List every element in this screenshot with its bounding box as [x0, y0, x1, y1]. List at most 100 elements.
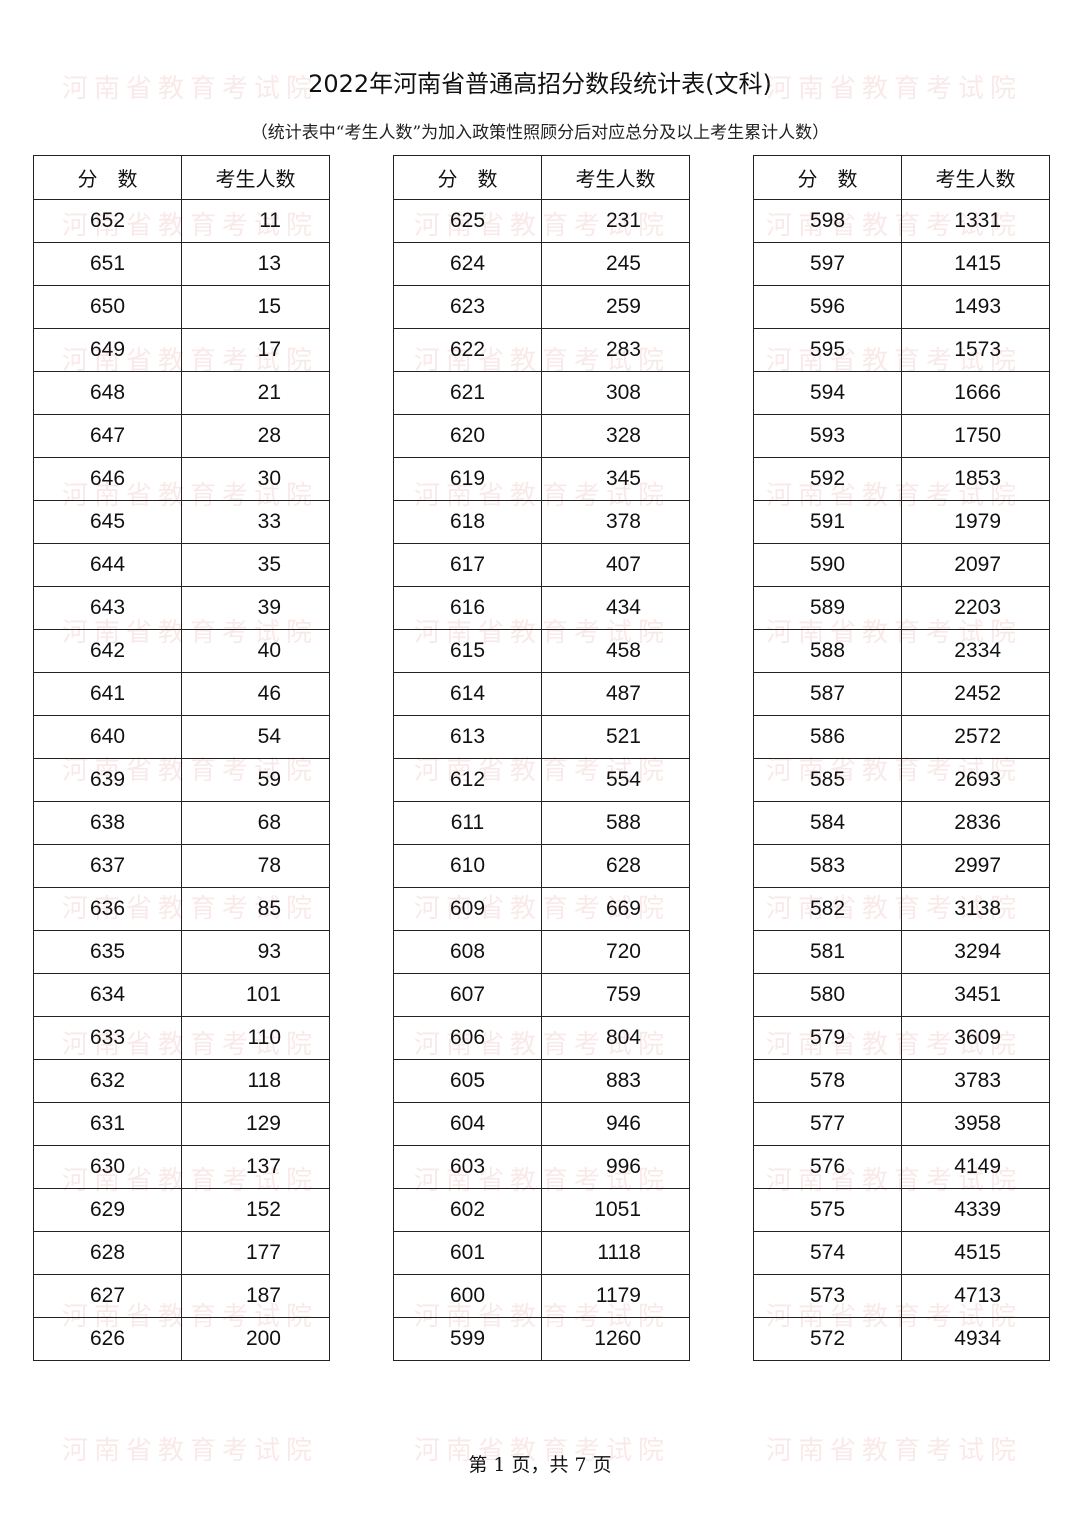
count-cell: 1666: [901, 371, 1050, 415]
table-row: 584 2836: [753, 801, 1050, 845]
score-cell: 605: [393, 1059, 542, 1103]
count-cell: 378: [541, 500, 690, 544]
count-cell: 2452: [901, 672, 1050, 716]
table-row: 614 487: [393, 672, 690, 716]
score-cell: 633: [33, 1016, 182, 1060]
score-cell: 611: [393, 801, 542, 845]
score-cell: 573: [753, 1274, 902, 1318]
table-row: 633 110: [33, 1016, 330, 1060]
count-cell: 33: [181, 500, 330, 544]
count-cell: 2572: [901, 715, 1050, 759]
table-row: 600 1179: [393, 1274, 690, 1318]
table-row: 620 328: [393, 414, 690, 458]
score-cell: 595: [753, 328, 902, 372]
table-row: 617 407: [393, 543, 690, 587]
count-cell: 200: [181, 1317, 330, 1361]
table-row: 588 2334: [753, 629, 1050, 673]
score-cell: 597: [753, 242, 902, 286]
count-cell: 946: [541, 1102, 690, 1146]
count-cell: 93: [181, 930, 330, 974]
table-row: 578 3783: [753, 1059, 1050, 1103]
count-cell: 720: [541, 930, 690, 974]
count-cell: 68: [181, 801, 330, 845]
table-row: 583 2997: [753, 844, 1050, 888]
table-row: 638 68: [33, 801, 330, 845]
score-cell: 579: [753, 1016, 902, 1060]
count-cell: 2203: [901, 586, 1050, 630]
score-cell: 584: [753, 801, 902, 845]
table-row: 613 521: [393, 715, 690, 759]
score-cell: 612: [393, 758, 542, 802]
count-cell: 11: [181, 199, 330, 243]
count-cell: 4713: [901, 1274, 1050, 1318]
table-row: 621 308: [393, 371, 690, 415]
table-row: 587 2452: [753, 672, 1050, 716]
table-row: 616 434: [393, 586, 690, 630]
table-row: 591 1979: [753, 500, 1050, 544]
score-cell: 649: [33, 328, 182, 372]
score-cell: 576: [753, 1145, 902, 1189]
count-cell: 308: [541, 371, 690, 415]
count-cell: 118: [181, 1059, 330, 1103]
score-cell: 641: [33, 672, 182, 716]
table-row: 639 59: [33, 758, 330, 802]
count-cell: 554: [541, 758, 690, 802]
page-title: 2022年河南省普通高招分数段统计表(文科): [308, 70, 772, 98]
count-cell: 54: [181, 715, 330, 759]
table-row: 603 996: [393, 1145, 690, 1189]
count-cell: 40: [181, 629, 330, 673]
score-cell: 646: [33, 457, 182, 501]
score-cell: 587: [753, 672, 902, 716]
score-cell: 647: [33, 414, 182, 458]
table-row: 597 1415: [753, 242, 1050, 286]
count-cell: 3783: [901, 1059, 1050, 1103]
count-cell: 804: [541, 1016, 690, 1060]
score-cell: 610: [393, 844, 542, 888]
table-row: 642 40: [33, 629, 330, 673]
score-cell: 574: [753, 1231, 902, 1275]
count-cell: 101: [181, 973, 330, 1017]
count-cell: 588: [541, 801, 690, 845]
table-row: 586 2572: [753, 715, 1050, 759]
count-cell: 4934: [901, 1317, 1050, 1361]
score-cell: 642: [33, 629, 182, 673]
table-row: 645 33: [33, 500, 330, 544]
table-row: 615 458: [393, 629, 690, 673]
table-row: 589 2203: [753, 586, 1050, 630]
count-cell: 458: [541, 629, 690, 673]
score-cell: 616: [393, 586, 542, 630]
table-row: 581 3294: [753, 930, 1050, 974]
score-cell: 603: [393, 1145, 542, 1189]
count-cell: 21: [181, 371, 330, 415]
watermark: 河南省教育考试院: [766, 1436, 1023, 1466]
table-row: 646 30: [33, 457, 330, 501]
count-cell: 3609: [901, 1016, 1050, 1060]
score-cell: 606: [393, 1016, 542, 1060]
score-cell: 639: [33, 758, 182, 802]
table-row: 580 3451: [753, 973, 1050, 1017]
table-row: 609 669: [393, 887, 690, 931]
score-cell: 619: [393, 457, 542, 501]
table-row: 575 4339: [753, 1188, 1050, 1232]
count-cell: 39: [181, 586, 330, 630]
score-cell: 593: [753, 414, 902, 458]
score-cell: 578: [753, 1059, 902, 1103]
score-cell: 586: [753, 715, 902, 759]
score-cell: 590: [753, 543, 902, 587]
table-row: 594 1666: [753, 371, 1050, 415]
score-table-3: 分 数 考生人数 598 1331 597 1415 596 1493 595 1573 594…: [753, 155, 1050, 1361]
count-cell: 129: [181, 1102, 330, 1146]
table-row: 643 39: [33, 586, 330, 630]
table-row: 612 554: [393, 758, 690, 802]
score-cell: 627: [33, 1274, 182, 1318]
count-cell: 487: [541, 672, 690, 716]
table-row: 623 259: [393, 285, 690, 329]
count-cell: 35: [181, 543, 330, 587]
table-row: 629 152: [33, 1188, 330, 1232]
score-cell: 630: [33, 1145, 182, 1189]
score-cell: 580: [753, 973, 902, 1017]
count-cell: 1979: [901, 500, 1050, 544]
score-cell: 615: [393, 629, 542, 673]
score-cell: 620: [393, 414, 542, 458]
count-cell: 1493: [901, 285, 1050, 329]
